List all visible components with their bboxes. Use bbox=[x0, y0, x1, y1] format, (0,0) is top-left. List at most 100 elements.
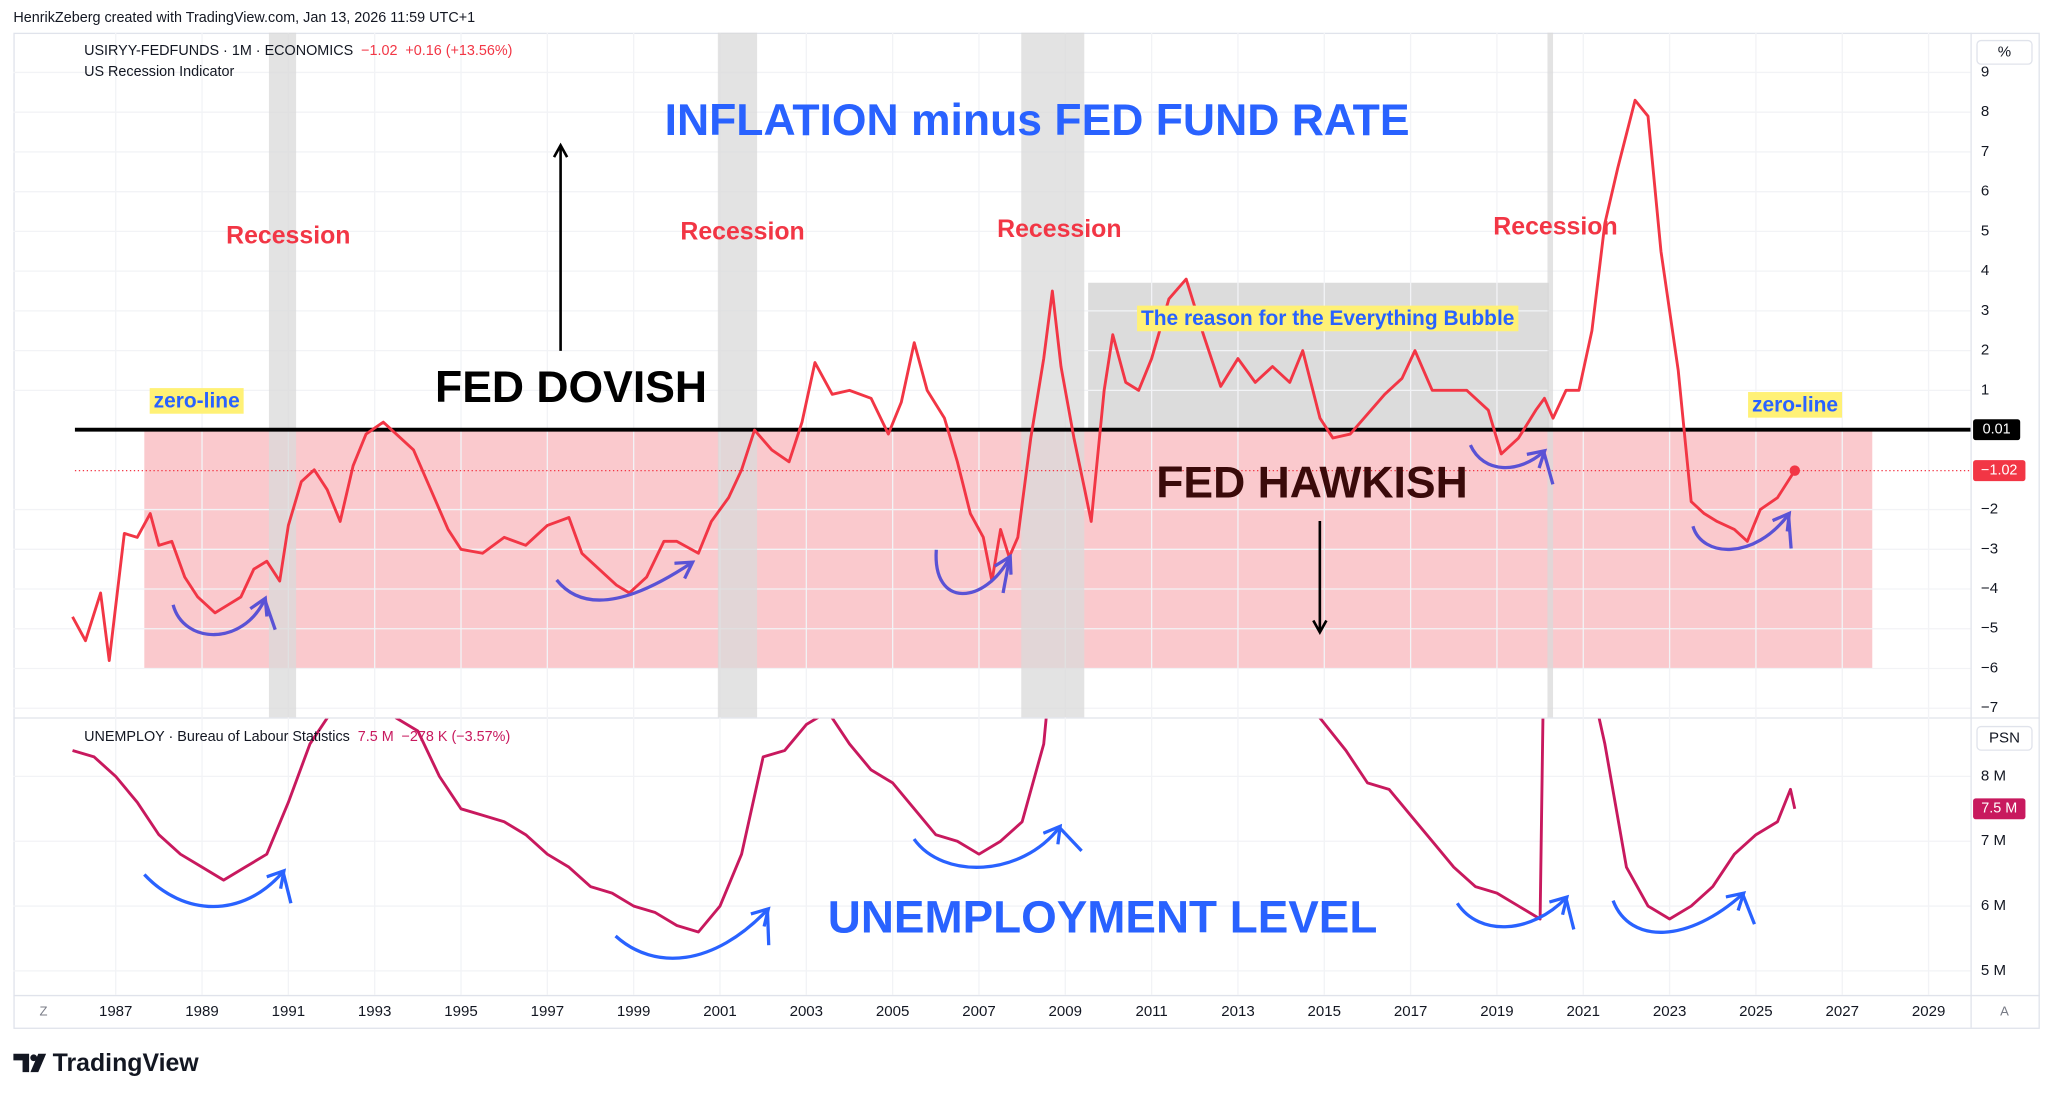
y-tick-label: 6 M bbox=[1981, 897, 2006, 914]
y-tick-label: −7 bbox=[1981, 699, 1998, 716]
annotation: The reason for the Everything Bubble bbox=[1141, 307, 1514, 330]
x-tick-label: 2005 bbox=[876, 1003, 909, 1020]
legend-text: +0.16 (+13.56%) bbox=[405, 43, 512, 59]
annotation: zero-line bbox=[154, 389, 240, 412]
unit-box bbox=[1976, 39, 2033, 65]
x-tick-label: 2027 bbox=[1826, 1003, 1859, 1020]
unit-label: PSN bbox=[1989, 729, 2020, 746]
credit: HenrikZeberg created with TradingView.co… bbox=[13, 10, 475, 26]
chart-title: INFLATION minus FED FUND RATE bbox=[665, 96, 1410, 145]
legend-text: 7.5 M bbox=[358, 729, 394, 745]
legend-text: −278 K (−3.57%) bbox=[402, 729, 511, 745]
curve-arrow-tail bbox=[1001, 557, 1012, 594]
x-tick-label: 2007 bbox=[962, 1003, 995, 1020]
unit-label: % bbox=[1998, 43, 2011, 60]
series-line bbox=[72, 718, 1797, 934]
curve-arrow bbox=[1455, 898, 1566, 929]
curve-arrow bbox=[1611, 894, 1743, 934]
y-tick-label: −6 bbox=[1981, 659, 1998, 676]
x-tick-label: 1997 bbox=[531, 1003, 564, 1020]
axis-button[interactable]: Z bbox=[40, 1003, 48, 1018]
last-point bbox=[1789, 465, 1801, 476]
brand: TradingView bbox=[53, 1049, 200, 1077]
curve-arrow bbox=[143, 872, 283, 909]
y-tick-label: 5 bbox=[1981, 222, 1989, 239]
reference-label: 0.01 bbox=[1983, 421, 2011, 437]
indicator-legend: US Recession Indicator bbox=[84, 64, 234, 80]
curve-arrow bbox=[1691, 514, 1789, 551]
y-tick-label: 8 bbox=[1981, 103, 1989, 120]
curve-arrow-tail bbox=[1564, 897, 1576, 930]
recession-bands bbox=[268, 32, 1554, 718]
x-tick-label: 2003 bbox=[790, 1003, 823, 1020]
recession-band bbox=[717, 32, 758, 718]
y-tick-label: 9 bbox=[1981, 63, 1989, 80]
recession-band bbox=[268, 32, 297, 718]
legend-text: UNEMPLOY · Bureau of Labour Statistics bbox=[84, 729, 350, 745]
recession-band bbox=[1547, 32, 1554, 718]
x-tick-label: 2023 bbox=[1653, 1003, 1686, 1020]
curve-arrow bbox=[171, 600, 265, 637]
curve-arrow bbox=[1468, 444, 1543, 470]
curve-arrow bbox=[614, 910, 768, 960]
logo-part bbox=[13, 1053, 30, 1073]
reference-badge bbox=[1973, 419, 2021, 441]
x-tick-label: 1991 bbox=[272, 1003, 305, 1020]
annotation: Recession bbox=[680, 218, 804, 246]
annotation-highlight bbox=[1137, 305, 1519, 332]
price-badge bbox=[1973, 798, 2026, 820]
annotation: Recession bbox=[1493, 212, 1617, 240]
y-tick-label: −3 bbox=[1981, 540, 1998, 557]
x-tick-label: 1989 bbox=[185, 1003, 218, 1020]
annotation-highlight bbox=[149, 388, 244, 414]
price-label: −1.02 bbox=[1981, 462, 2017, 478]
curve-arrow-tail bbox=[281, 871, 293, 904]
y-tick-label: 7 M bbox=[1981, 832, 2006, 849]
price-label: 7.5 M bbox=[1981, 801, 2017, 817]
y-tick-label: 6 bbox=[1981, 183, 1989, 200]
x-tick-label: 2029 bbox=[1912, 1003, 1945, 1020]
axis-button[interactable]: A bbox=[2000, 1003, 2009, 1018]
recession-band bbox=[1021, 32, 1085, 718]
x-tick-label: 2013 bbox=[1221, 1003, 1254, 1020]
curve-arrow-tail bbox=[1058, 826, 1083, 853]
y-tick-label: 2 bbox=[1981, 342, 1989, 359]
drawings bbox=[143, 147, 1793, 960]
annotation: FED DOVISH bbox=[435, 363, 707, 412]
y-tick-label: 8 M bbox=[1981, 767, 2006, 784]
y-tick-label: −4 bbox=[1981, 580, 1998, 597]
x-tick-label: 1999 bbox=[617, 1003, 650, 1020]
curve-arrow-tail bbox=[1542, 451, 1555, 485]
curve-arrow bbox=[912, 827, 1059, 869]
legend-text: −1.02 bbox=[361, 43, 397, 59]
y-tick-label: 5 M bbox=[1981, 962, 2006, 979]
y-tick-label: 3 bbox=[1981, 302, 1989, 319]
legend-text: USIRYY-FEDFUNDS · 1M · ECONOMICS bbox=[84, 43, 353, 59]
curve-arrows-top bbox=[171, 444, 1793, 637]
x-tick-label: 2011 bbox=[1135, 1003, 1167, 1020]
x-tick-label: 1995 bbox=[444, 1003, 477, 1020]
curve-arrow-tail bbox=[1786, 514, 1793, 549]
x-tick-label: 2019 bbox=[1480, 1003, 1513, 1020]
y-tick-label: 4 bbox=[1981, 262, 1989, 279]
series-line bbox=[71, 98, 1796, 662]
annotation: FED HAWKISH bbox=[1156, 458, 1468, 507]
x-tick-label: 2009 bbox=[1049, 1003, 1082, 1020]
annotation: zero-line bbox=[1752, 393, 1838, 416]
x-tick-label: 2021 bbox=[1567, 1003, 1600, 1020]
x-tick-label: 2001 bbox=[703, 1003, 736, 1020]
curve-arrow bbox=[934, 549, 1010, 596]
unit-box bbox=[1976, 725, 2033, 751]
y-tick-label: −2 bbox=[1981, 501, 1998, 518]
curve-arrow-tail bbox=[1741, 893, 1756, 925]
y-tick-label: 7 bbox=[1981, 143, 1989, 160]
logo-part bbox=[30, 1053, 47, 1073]
curve-arrows-bottom bbox=[143, 826, 1756, 960]
annotation-highlight bbox=[1748, 392, 1843, 418]
x-tick-label: 1993 bbox=[358, 1003, 391, 1020]
brand-logo bbox=[13, 1053, 47, 1073]
x-tick-label: 2025 bbox=[1739, 1003, 1772, 1020]
x-tick-label: 2015 bbox=[1308, 1003, 1341, 1020]
